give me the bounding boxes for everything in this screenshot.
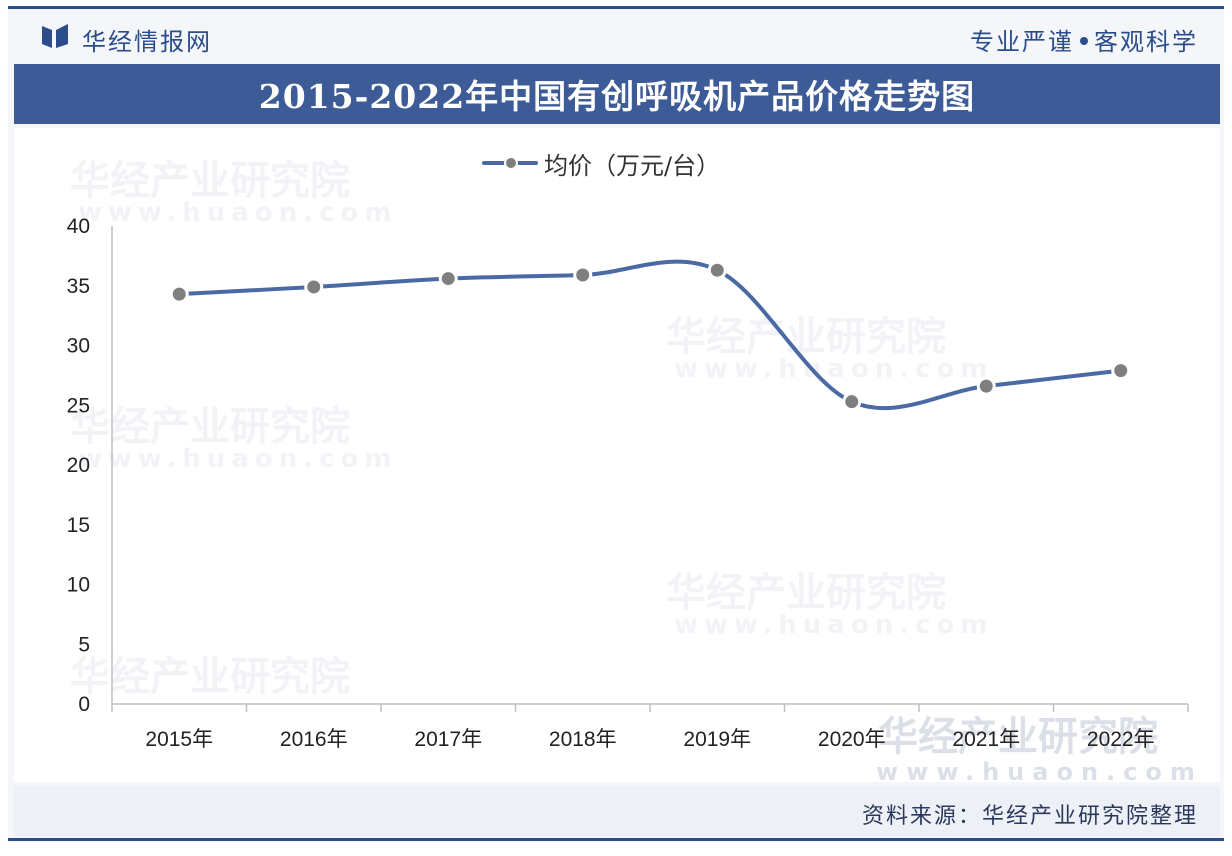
data-point — [573, 265, 593, 285]
plot-area: 华经产业研究院 www.huaon.com 华经产业研究院 www.huaon.… — [14, 128, 1220, 786]
source-text: 资料来源：华经产业研究院整理 — [861, 804, 1198, 829]
y-tick-label: 40 — [67, 215, 90, 238]
slogan: 专业严谨 客观科学 — [970, 22, 1198, 57]
x-tick-label: 2016年 — [280, 728, 348, 751]
legend: 均价（万元/台） — [482, 148, 721, 180]
y-tick-label: 15 — [67, 514, 90, 537]
x-tick-label: 2020年 — [818, 728, 886, 751]
chart-title: 2015-2022年中国有创呼吸机产品价格走势图 — [258, 77, 976, 116]
x-tick-label: 2019年 — [683, 728, 751, 751]
watermark-url: www.huaon.com — [674, 354, 994, 384]
y-tick-label: 0 — [78, 693, 90, 716]
data-point — [976, 376, 996, 396]
watermark-text: 华经产业研究院 — [70, 654, 350, 700]
top-border — [8, 6, 1224, 9]
data-point — [842, 392, 862, 412]
watermark-text: 华经产业研究院 — [70, 404, 350, 450]
x-tick-label: 2015年 — [145, 728, 213, 751]
legend-dot-icon — [504, 156, 518, 170]
source-bar: 资料来源：华经产业研究院整理 — [14, 786, 1220, 836]
watermark-text: 华经产业研究院 — [70, 158, 350, 204]
watermark-url: www.huaon.com — [674, 610, 994, 640]
x-tick-label: 2017年 — [414, 728, 482, 751]
bottom-border — [8, 838, 1224, 841]
watermark-url: www.huaon.com — [78, 444, 398, 474]
legend-line-marker — [482, 156, 538, 170]
y-tick-label: 10 — [67, 574, 90, 597]
data-point — [707, 260, 727, 280]
huajing-logo-icon — [42, 24, 68, 48]
y-tick-label: 25 — [67, 394, 90, 417]
data-point — [438, 269, 458, 289]
logo-text: 华经情报网 — [82, 28, 212, 56]
watermark-text: 华经产业研究院 — [666, 314, 946, 360]
data-point — [169, 284, 189, 304]
header: 华经情报网 专业严谨 客观科学 — [8, 10, 1224, 62]
x-tick-label: 2022年 — [1087, 728, 1155, 751]
watermark-text: 华经产业研究院 — [666, 570, 946, 616]
watermark-text: 华经产业研究院 — [878, 714, 1158, 760]
data-point — [304, 277, 324, 297]
y-tick-label: 35 — [67, 275, 90, 298]
title-bar: 2015-2022年中国有创呼吸机产品价格走势图 — [14, 64, 1220, 124]
slogan-right: 客观科学 — [1094, 28, 1198, 56]
watermark-url: www.huaon.com — [876, 758, 1203, 786]
slogan-left: 专业严谨 — [970, 28, 1074, 56]
watermark-url: www.huaon.com — [78, 198, 398, 228]
y-tick-label: 30 — [67, 335, 90, 358]
x-tick-label: 2021年 — [952, 728, 1020, 751]
legend-label: 均价（万元/台） — [544, 151, 721, 180]
series-line — [177, 259, 1123, 411]
x-tick-label: 2018年 — [549, 728, 617, 751]
slogan-dot-icon — [1080, 36, 1088, 45]
y-tick-label: 20 — [67, 454, 90, 477]
y-tick-label: 5 — [78, 633, 90, 656]
data-point — [1111, 361, 1131, 381]
